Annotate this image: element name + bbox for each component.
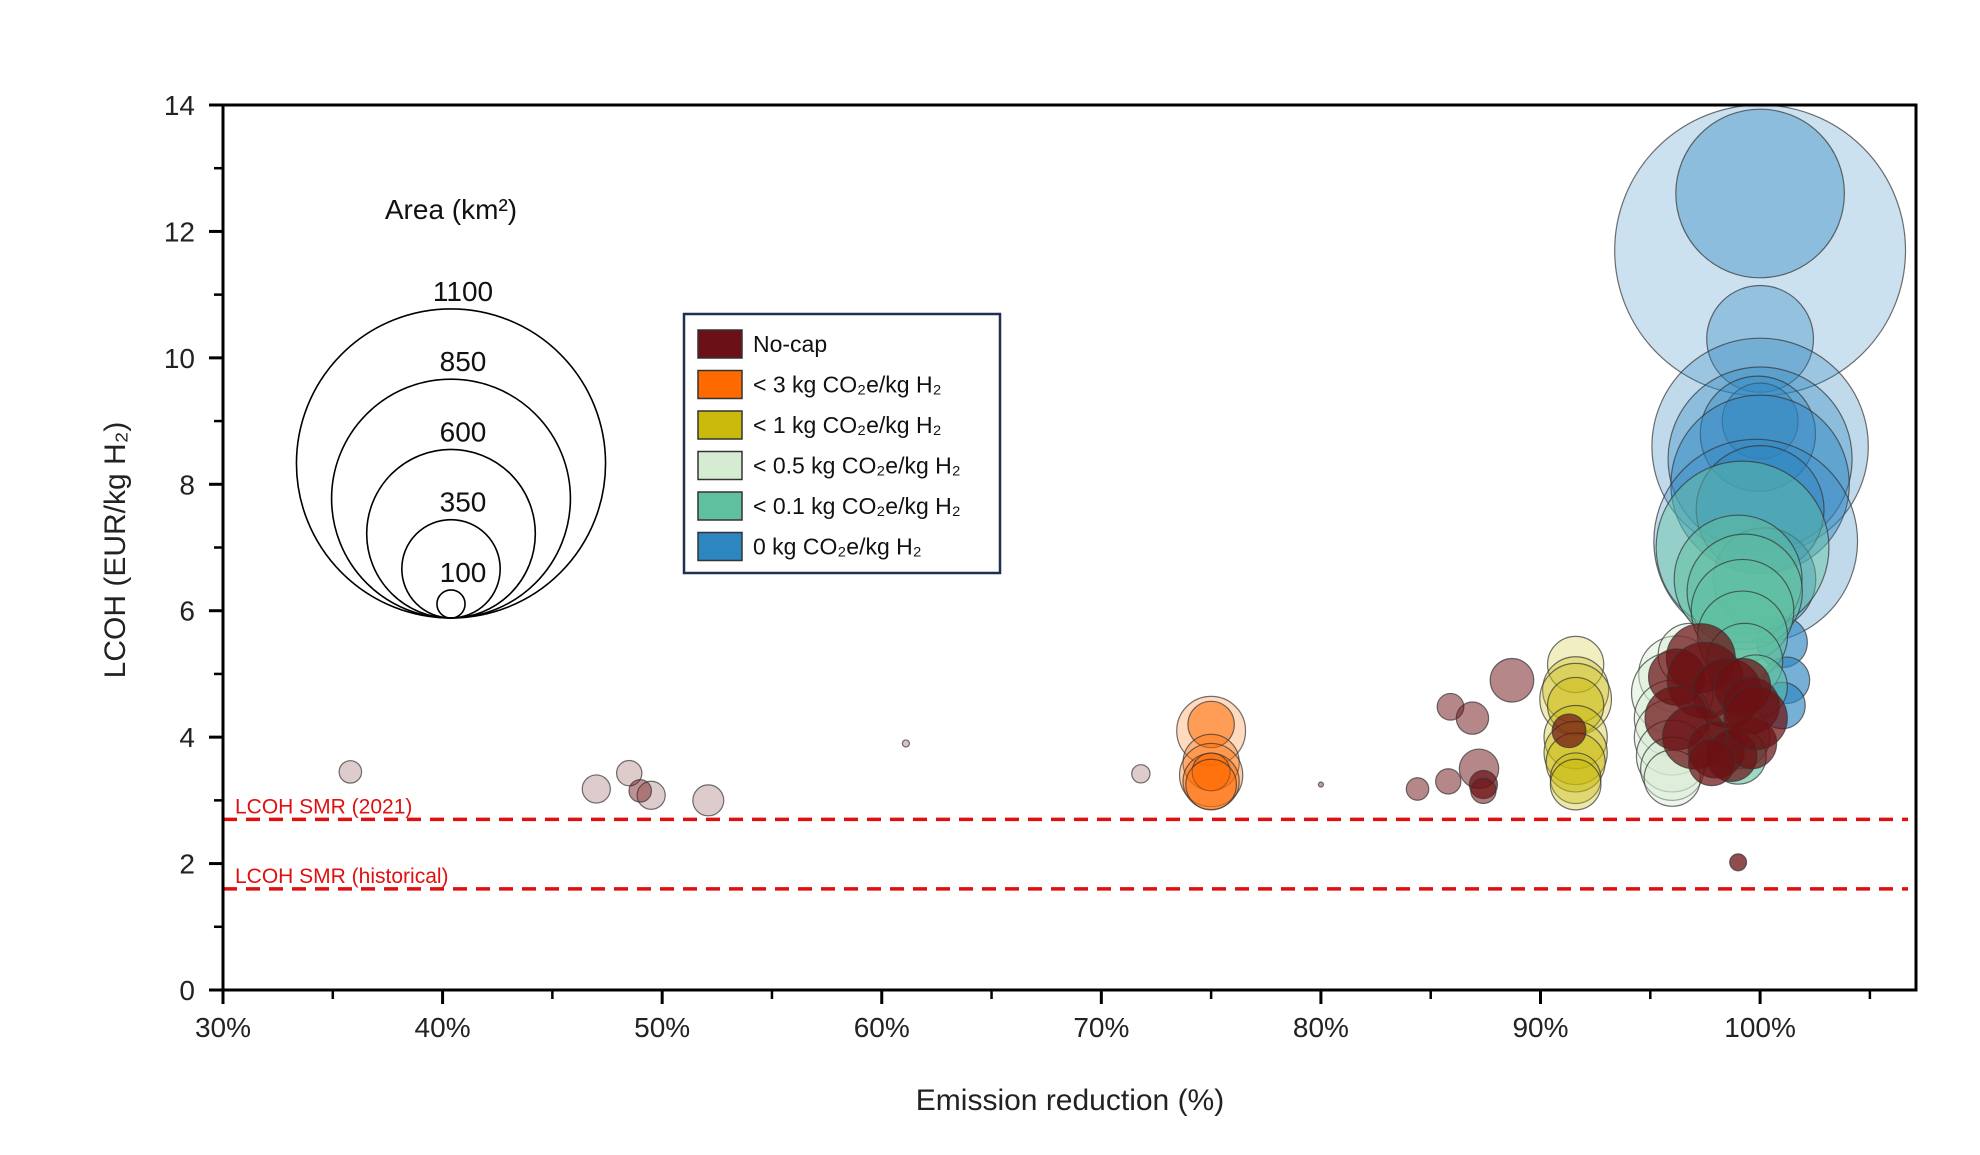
bubble-c3 — [1191, 752, 1231, 792]
x-tick-label: 30% — [195, 1012, 251, 1043]
bubble-c1 — [1549, 758, 1602, 811]
size-legend-circle — [365, 448, 537, 619]
y-tick-label: 4 — [179, 722, 195, 753]
bubble-nocap — [1470, 777, 1497, 805]
bubble-nocap — [901, 739, 911, 748]
bubble-c3 — [1187, 700, 1235, 749]
x-tick-label: 90% — [1512, 1012, 1568, 1043]
bubble-nocap — [692, 784, 725, 817]
legend-label-nocap: No-cap — [753, 331, 827, 357]
axis-ticks: 30% 40% 50% 60% 70% 80% 90% 100% 0 2 4 6 8 10 12 14 — [164, 90, 1872, 1043]
bubble-nocap — [581, 774, 611, 804]
size-legend-label: 850 — [440, 346, 487, 377]
bubble-nocap — [1455, 701, 1490, 735]
bubble-nocap — [1435, 768, 1462, 795]
bubble-nocap — [615, 759, 643, 787]
bubble-c3 — [1185, 758, 1238, 811]
legend-label-c3: < 3 kg CO₂e/kg H₂ — [753, 372, 942, 398]
bubble-nocap — [1688, 738, 1736, 787]
bubbles — [338, 104, 1907, 872]
x-tick-label: 40% — [415, 1012, 471, 1043]
legend-swatch-c01 — [697, 491, 743, 521]
size-legend-label: 600 — [440, 416, 487, 447]
bubble-c1 — [1549, 752, 1602, 805]
size-legend-circle — [436, 589, 466, 619]
legend-label-c1: < 1 kg CO₂e/kg H₂ — [753, 412, 942, 438]
bubble-nocap — [628, 779, 653, 803]
bubble-c0 — [1706, 284, 1815, 393]
y-tick-label: 6 — [179, 596, 195, 627]
reference-line-label: LCOH SMR (2021) — [235, 795, 412, 818]
bubble-nocap — [1729, 853, 1748, 872]
x-tick-label: 50% — [634, 1012, 690, 1043]
y-tick-label: 0 — [179, 975, 195, 1006]
legend-swatch-c0 — [697, 531, 743, 562]
size-legend-label: 100 — [440, 557, 487, 588]
size-legend-title: Area (km²) — [385, 194, 517, 225]
y-tick-label: 10 — [164, 343, 195, 374]
x-axis-title: Emission reduction (%) — [916, 1084, 1224, 1117]
legend-label-c01: < 0.1 kg CO₂e/kg H₂ — [753, 493, 961, 519]
y-tick-label: 14 — [164, 90, 195, 121]
legend-swatch-c1 — [697, 410, 743, 440]
bubble-nocap — [338, 760, 363, 784]
color-legend: No-cap < 3 kg CO₂e/kg H₂ < 1 kg CO₂e/kg H₂… — [682, 312, 1002, 575]
legend-label-c0: 0 kg CO₂e/kg H₂ — [753, 534, 922, 560]
legend-swatch-nocap — [697, 329, 743, 359]
bubble-nocap — [1723, 685, 1788, 751]
size-legend-label: 1100 — [433, 276, 493, 307]
legend-swatch-c3 — [697, 369, 743, 400]
y-axis-title: LCOH (EUR/kg H₂) — [99, 422, 132, 679]
bubble-nocap — [1489, 657, 1535, 703]
reference-lines: LCOH SMR (2021) LCOH SMR (historical) — [223, 795, 1908, 891]
x-tick-label: 100% — [1724, 1012, 1796, 1043]
legend-label-c05: < 0.5 kg CO₂e/kg H₂ — [753, 453, 961, 479]
bubble-c0 — [1675, 108, 1845, 279]
size-legend: Area (km²) 1100 850 600 350 100 — [295, 194, 607, 619]
bubble-nocap — [1405, 777, 1430, 801]
y-tick-label: 2 — [179, 849, 195, 880]
size-legend-label: 350 — [440, 487, 487, 518]
bubble-c1 — [1546, 635, 1605, 694]
y-tick-label: 12 — [164, 216, 195, 247]
bubble-nocap — [1551, 713, 1587, 749]
bubble-nocap — [1131, 764, 1151, 784]
x-tick-label: 80% — [1293, 1012, 1349, 1043]
bubble-nocap — [1317, 781, 1325, 788]
reference-line-label: LCOH SMR (historical) — [235, 865, 449, 888]
x-tick-label: 60% — [854, 1012, 910, 1043]
y-tick-label: 8 — [179, 469, 195, 500]
legend-swatch-c05 — [697, 450, 743, 481]
x-tick-label: 70% — [1073, 1012, 1129, 1043]
